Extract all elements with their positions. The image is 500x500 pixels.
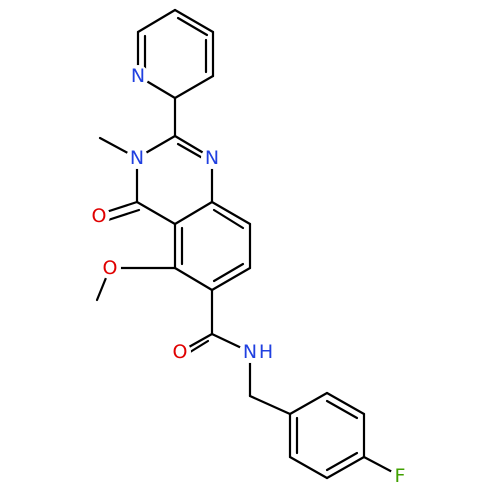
atom-label: O [103, 257, 118, 279]
atom-label: F [395, 465, 406, 487]
atom-labels: N N N O O O N H F [88, 65, 410, 487]
atom-label: N [243, 341, 257, 363]
atom-label: O [173, 341, 188, 363]
atom-label: H [259, 341, 273, 363]
atom-label: N [205, 147, 219, 169]
atom-label: N [130, 147, 144, 169]
atom-label: O [92, 205, 107, 227]
atom-label: N [131, 65, 145, 87]
